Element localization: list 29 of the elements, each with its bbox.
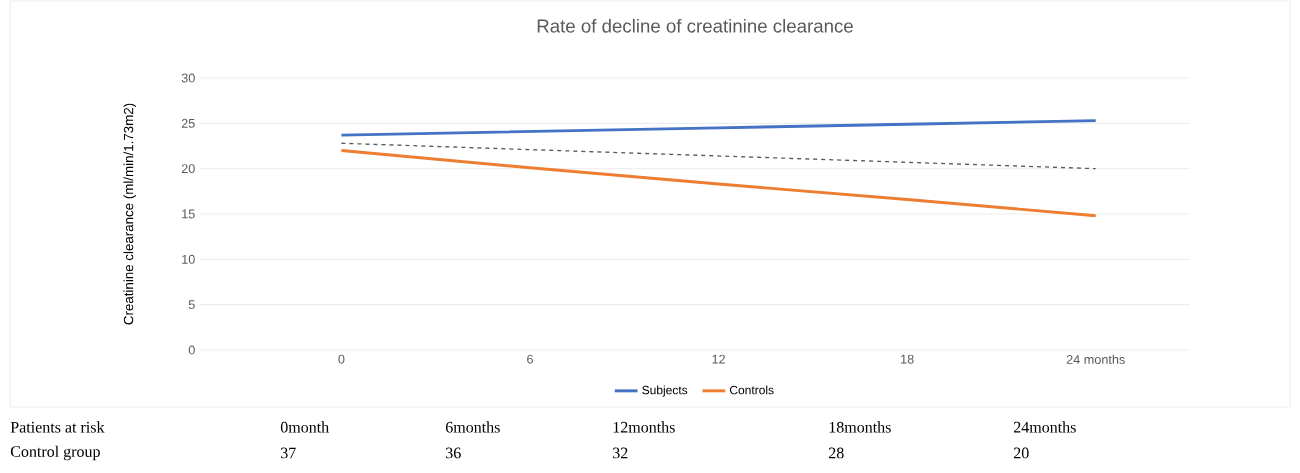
text: 32 xyxy=(613,447,628,459)
text: 20 xyxy=(1013,447,1029,459)
legend-label: Subjects xyxy=(642,385,688,397)
y-tick-label: 25 xyxy=(181,118,195,128)
y-tick-label: 10 xyxy=(182,254,195,264)
text: 6months xyxy=(445,421,500,433)
y-tick-label: 0 xyxy=(188,345,195,355)
y-axis-title: Creatinine clearance (ml/min/1.73m2) xyxy=(123,103,136,325)
y-tick-label: 20 xyxy=(181,164,195,174)
text: 37 xyxy=(281,447,296,459)
x-tick-label: 12 xyxy=(712,354,725,364)
text: 28 xyxy=(828,447,844,459)
y-tick-label: 30 xyxy=(181,73,195,83)
text: 12months xyxy=(613,421,675,433)
legend-label: Controls xyxy=(729,385,774,395)
text: 18months xyxy=(829,421,891,433)
text: Control group xyxy=(10,445,100,461)
line-series xyxy=(339,149,1098,218)
x-tick-label: 24 months xyxy=(1066,354,1125,364)
x-tick-label: 0 xyxy=(338,354,345,364)
y-tick-label: 5 xyxy=(188,300,195,310)
chart-title: Rate of decline of creatinine clearance xyxy=(537,18,853,33)
text: 24months xyxy=(1013,421,1076,433)
text: Patients at risk xyxy=(10,421,105,433)
x-tick-label: 6 xyxy=(527,354,533,364)
y-tick-label: 15 xyxy=(182,209,195,219)
text: 36 xyxy=(446,447,461,459)
text: 0month xyxy=(280,421,329,433)
x-tick-label: 18 xyxy=(901,354,914,364)
